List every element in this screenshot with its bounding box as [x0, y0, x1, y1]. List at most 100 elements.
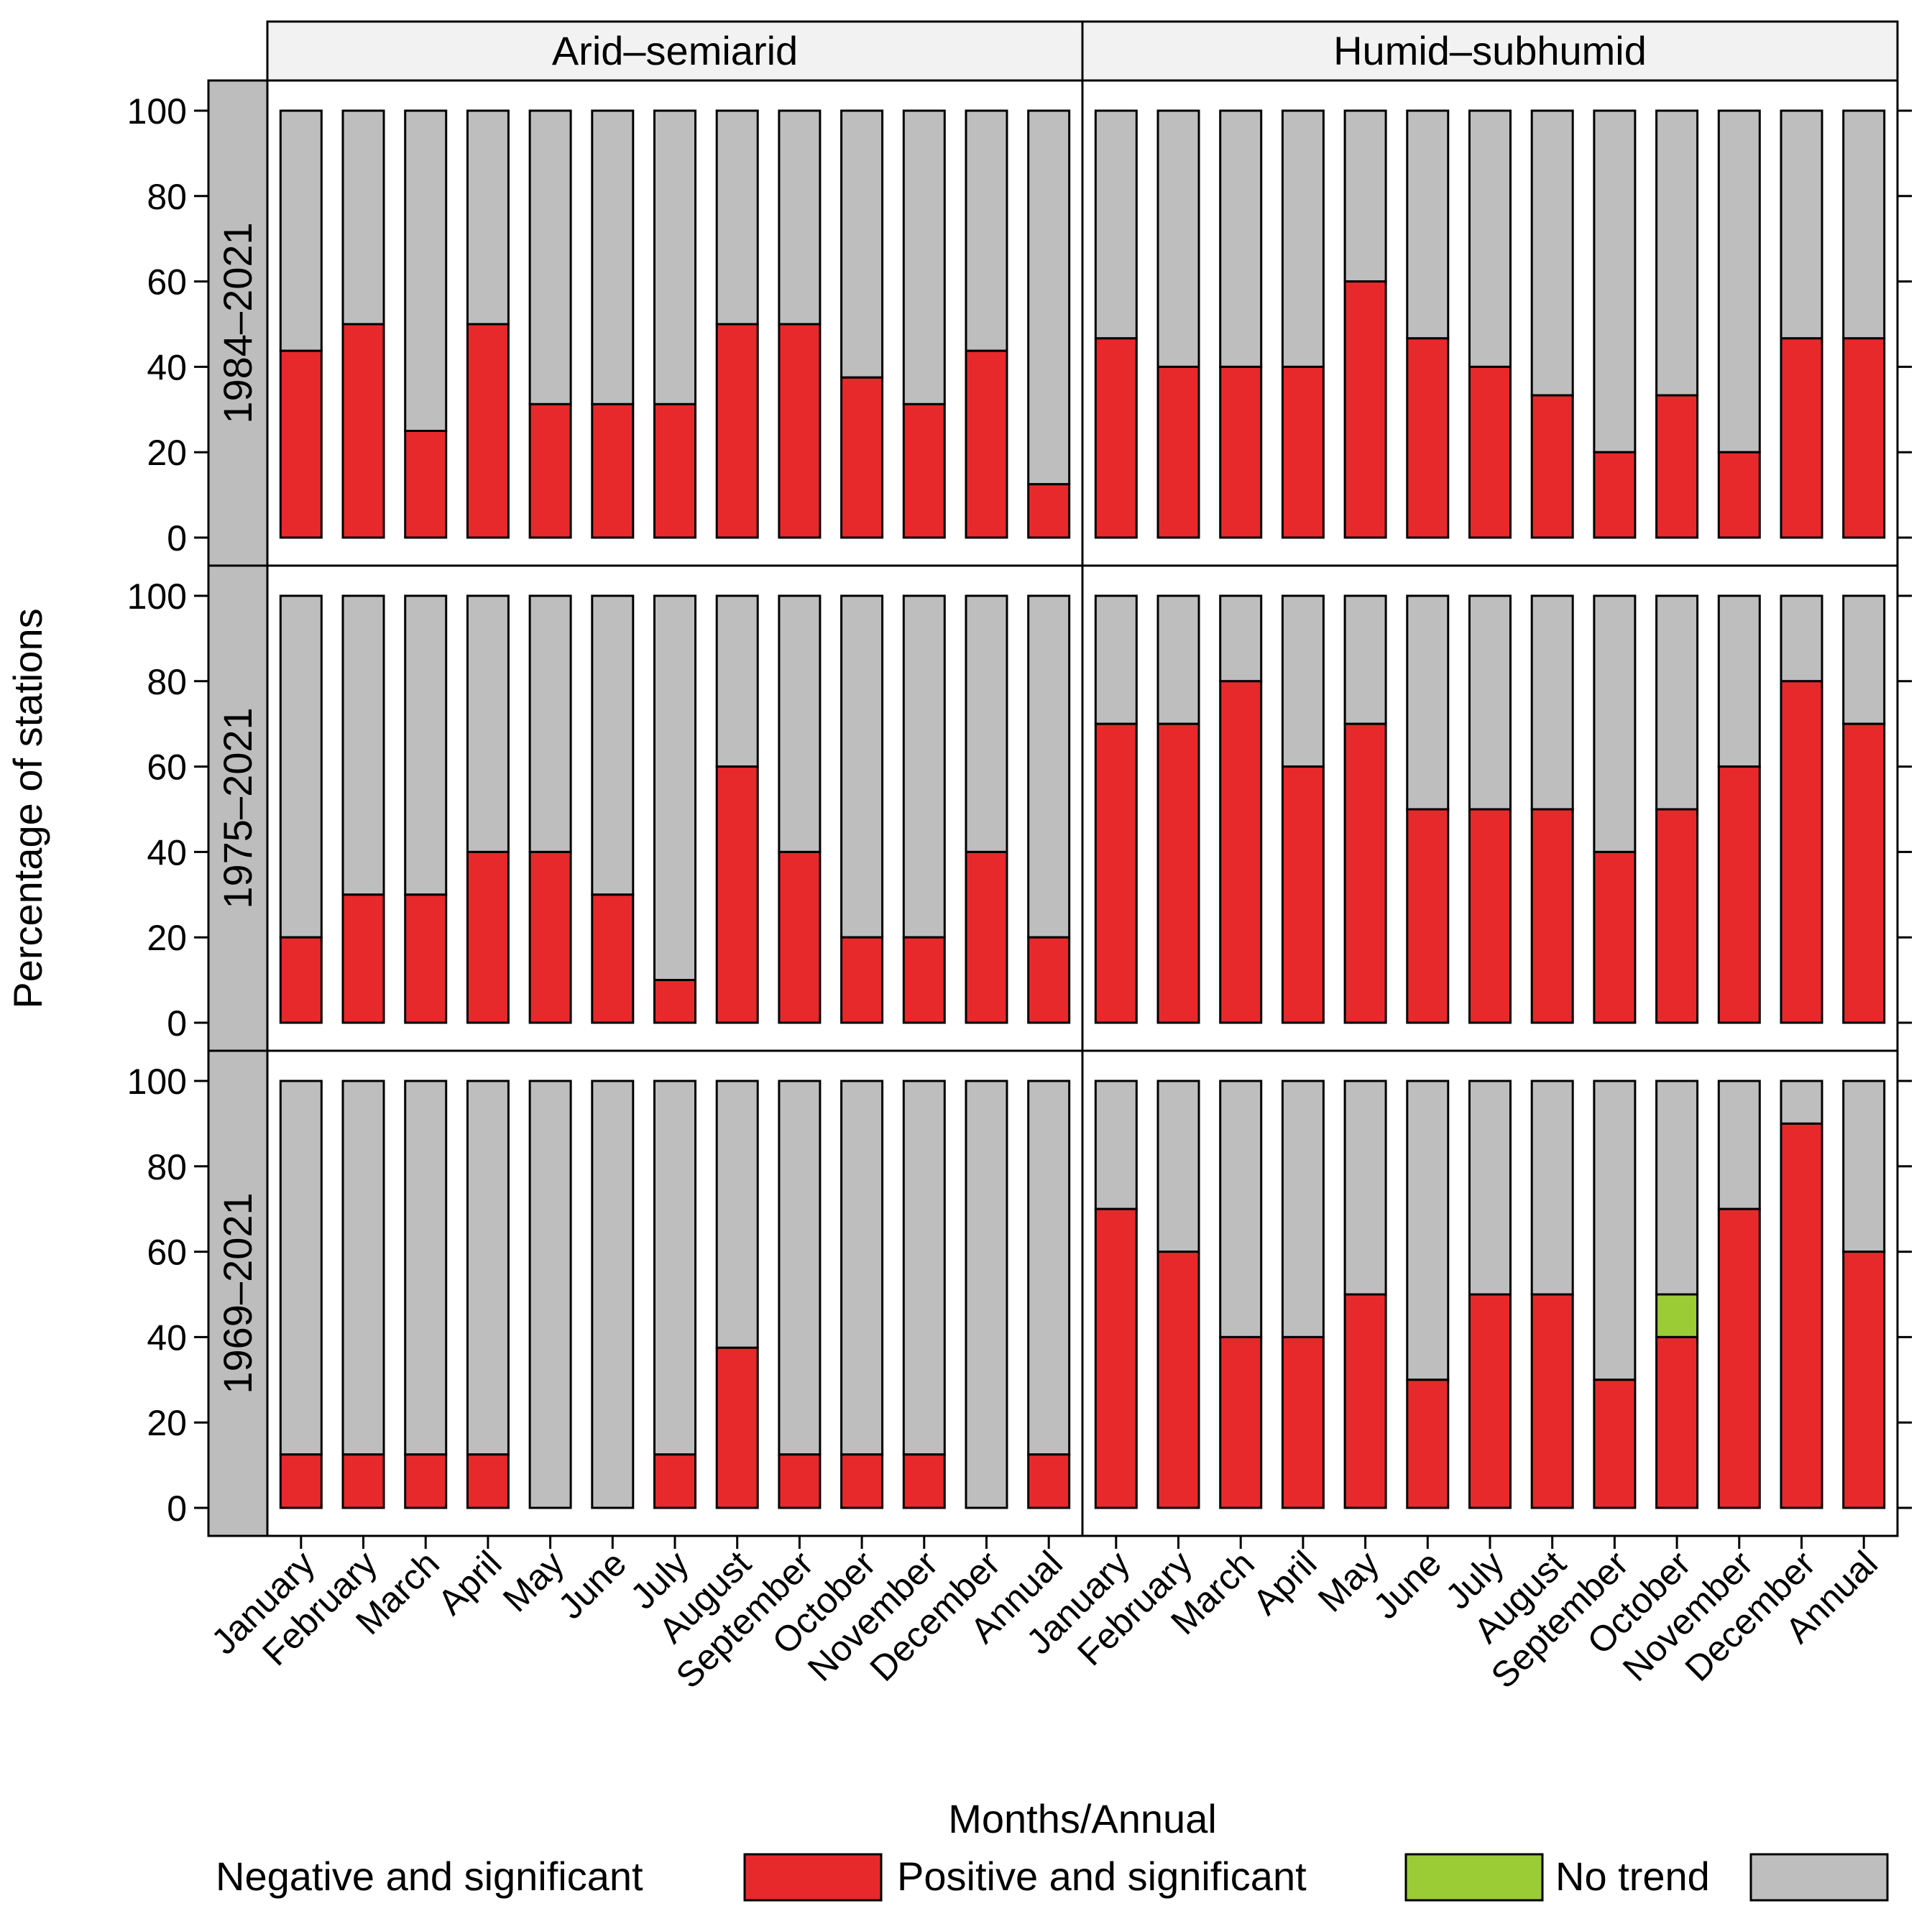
- bar-august: [1530, 594, 1574, 1024]
- bar-segment-negative: [1593, 850, 1637, 1024]
- y-axis-1975-2021: 0 20 40 60 80 100: [127, 576, 1912, 1044]
- y-tick-label: 40: [147, 832, 187, 873]
- bar-segment-negative: [902, 936, 946, 1024]
- bar-segment-negative: [1219, 365, 1263, 539]
- bar-segment-negative: [1842, 1251, 1886, 1509]
- row-strip-background: [207, 79, 269, 567]
- bar-segment-no-trend: [902, 1080, 946, 1456]
- bar-segment-negative: [1530, 808, 1574, 1024]
- bar-segment-no-trend: [1468, 109, 1512, 368]
- bar-annual: [1027, 594, 1071, 1024]
- bar-segment-no-trend: [1717, 594, 1761, 768]
- bar-september: [1593, 1080, 1637, 1509]
- bar-segment-no-trend: [1593, 594, 1637, 853]
- y-tick-label: 100: [127, 1062, 187, 1102]
- bar-january: [1094, 1080, 1138, 1509]
- bar-segment-negative: [1717, 1207, 1761, 1509]
- bar-october: [1655, 109, 1699, 539]
- bar-segment-no-trend: [653, 109, 696, 405]
- bar-segment-negative: [1219, 680, 1263, 1024]
- bar-segment-no-trend: [1281, 1080, 1325, 1338]
- bar-segment-no-trend: [1530, 1080, 1574, 1296]
- bar-segment-negative: [341, 323, 385, 539]
- bar-march: [1219, 594, 1263, 1024]
- y-tick-label: 100: [127, 91, 187, 132]
- bar-segment-no-trend: [1406, 594, 1450, 811]
- bar-october: [840, 1080, 884, 1509]
- bar-august: [715, 594, 759, 1024]
- bar-annual: [1027, 109, 1071, 539]
- y-tick-label: 0: [167, 1003, 187, 1044]
- bar-segment-negative: [1842, 722, 1886, 1024]
- bar-august: [715, 1080, 759, 1509]
- bar-segment-no-trend: [715, 594, 759, 768]
- bar-april: [1281, 594, 1325, 1024]
- bar-segment-no-trend: [1027, 109, 1071, 486]
- bar-november: [1717, 594, 1761, 1024]
- bar-segment-no-trend: [1593, 1080, 1637, 1381]
- bar-segment-negative: [715, 323, 759, 539]
- bar-segment-no-trend: [528, 109, 572, 405]
- bar-segment-no-trend: [1780, 109, 1823, 340]
- bar-segment-negative: [1717, 451, 1761, 539]
- y-tick-label: 80: [147, 662, 187, 702]
- bar-october: [840, 109, 884, 539]
- x-tick-label: April: [1245, 1543, 1324, 1622]
- bar-segment-no-trend: [965, 109, 1008, 352]
- bar-segment-negative: [1281, 1335, 1325, 1509]
- bar-segment-negative: [1343, 280, 1387, 539]
- y-tick-label: 80: [147, 177, 187, 217]
- bar-segment-negative: [1593, 1378, 1637, 1509]
- y-tick-label: 20: [147, 918, 187, 958]
- bar-segment-no-trend: [1343, 1080, 1387, 1296]
- bar-segment-no-trend: [1530, 594, 1574, 811]
- bar-june: [1406, 109, 1450, 539]
- bar-september: [778, 594, 822, 1024]
- panel-1984-2021-arid-semiarid: [279, 109, 1071, 539]
- bar-november: [1717, 1080, 1761, 1509]
- legend-item-negative-and-significant: Negative and significant: [216, 1853, 883, 1902]
- bar-november: [1717, 109, 1761, 539]
- row-strip-1975-2021: 1975–2021: [207, 564, 269, 1052]
- bar-june: [591, 594, 635, 1024]
- bar-december: [965, 1080, 1008, 1509]
- bar-july: [653, 109, 696, 539]
- bar-segment-negative: [1027, 936, 1071, 1024]
- y-tick-label: 80: [147, 1147, 187, 1187]
- bar-segment-no-trend: [840, 109, 884, 379]
- bar-march: [1219, 109, 1263, 539]
- panel-1969-2021-arid-semiarid: [279, 1080, 1071, 1509]
- panel-1975-2021-arid-semiarid: [279, 594, 1071, 1024]
- bar-segment-negative: [1219, 1335, 1263, 1509]
- bar-segment-negative: [591, 893, 635, 1024]
- bar-segment-negative: [1468, 1293, 1512, 1509]
- column-strip-arid-semiarid: Arid–semiarid: [266, 20, 1084, 82]
- bar-segment-negative: [653, 402, 696, 539]
- bar-segment-no-trend: [1842, 594, 1886, 725]
- bar-segment-negative: [778, 323, 822, 539]
- bar-segment-no-trend: [965, 1080, 1008, 1509]
- bar-segment-no-trend: [279, 594, 323, 939]
- y-tick-label: 40: [147, 347, 187, 387]
- bar-annual: [1842, 594, 1886, 1024]
- bar-segment-no-trend: [404, 1080, 448, 1456]
- bar-august: [1530, 109, 1574, 539]
- bar-segment-no-trend: [1655, 1080, 1699, 1296]
- bar-segment-no-trend: [591, 594, 635, 896]
- bar-segment-no-trend: [591, 109, 635, 405]
- column-strip-label: Humid–subhumid: [1333, 28, 1647, 73]
- bar-segment-no-trend: [840, 594, 884, 939]
- legend: Negative and significant Positive and sig…: [216, 1853, 1889, 1902]
- bar-segment-no-trend: [1343, 109, 1387, 283]
- bar-segment-negative: [965, 349, 1008, 539]
- bar-september: [778, 1080, 822, 1509]
- x-tick-label: June: [1366, 1543, 1449, 1626]
- x-tick-label: June: [551, 1543, 634, 1626]
- legend-swatch: [1404, 1853, 1544, 1902]
- y-tick-label: 0: [167, 518, 187, 558]
- y-tick-label: 20: [147, 1403, 187, 1443]
- bar-segment-no-trend: [1468, 1080, 1512, 1296]
- bar-segment-no-trend: [1094, 109, 1138, 340]
- bar-segment-negative: [840, 1453, 884, 1509]
